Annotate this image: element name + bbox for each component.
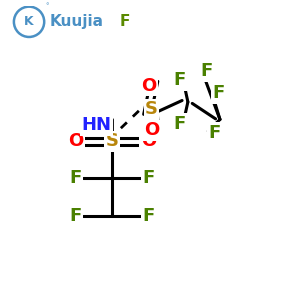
Text: S: S [106, 132, 118, 150]
Text: °: ° [46, 4, 49, 10]
Text: F: F [142, 169, 155, 187]
Text: HN: HN [81, 116, 111, 134]
Text: K: K [24, 15, 34, 28]
Text: O: O [141, 132, 156, 150]
Text: F: F [70, 207, 82, 225]
Text: S: S [145, 100, 158, 118]
Text: F: F [208, 124, 220, 142]
Text: F: F [173, 71, 185, 89]
Text: F: F [201, 62, 213, 80]
Text: O: O [144, 121, 159, 139]
Text: F: F [70, 169, 82, 187]
Text: F: F [119, 14, 130, 29]
Text: O: O [68, 132, 83, 150]
Text: F: F [212, 84, 225, 102]
Text: F: F [142, 207, 155, 225]
Text: F: F [173, 115, 185, 133]
Text: O: O [141, 77, 156, 95]
Text: Kuujia: Kuujia [50, 14, 104, 29]
